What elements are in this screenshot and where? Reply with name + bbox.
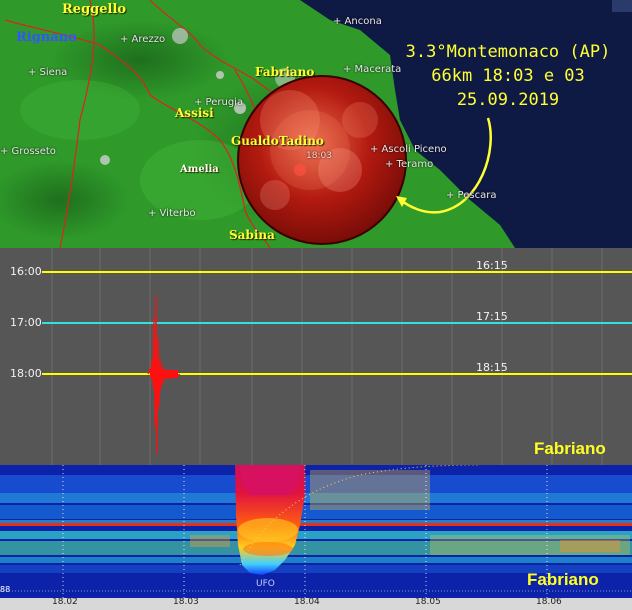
seismogram-plot <box>42 248 632 465</box>
region-label-amelia: Amelia <box>180 164 219 175</box>
quake-waveform <box>147 295 181 455</box>
city-label-ancona: + Ancona <box>333 16 382 27</box>
quake-pointer-arrow <box>397 117 492 214</box>
epicenter-time-label: 18:03 <box>306 151 332 161</box>
city-label-ascoli-piceno: + Ascoli Piceno <box>370 144 447 155</box>
left-marker-label: 88 <box>0 585 11 594</box>
time-label-1700: 17:00 <box>10 316 42 329</box>
region-label-sabina: Sabina <box>229 228 275 242</box>
seismogram-gridlines <box>51 248 603 465</box>
region-label-assisi: Assisi <box>175 106 214 120</box>
x-tick-1802: 18.02 <box>52 598 78 607</box>
region-label-gualdo-tadino: GualdoTadino <box>231 134 324 148</box>
time-label-1800: 18:00 <box>10 367 42 380</box>
ufo-label: UFO <box>256 579 275 589</box>
city-label-pescara: + Pescara <box>446 190 497 201</box>
region-label-rignano: Rignano <box>16 30 77 45</box>
city-label-arezzo: + Arezzo <box>120 34 166 45</box>
x-tick-1804: 18.04 <box>294 598 320 607</box>
time-label-1600: 16:00 <box>10 265 42 278</box>
offset-label-1615: 16:15 <box>476 259 508 272</box>
x-tick-1806: 18.06 <box>536 598 562 607</box>
epicenter-map: Reggello Rignano Fabriano Assisi GualdoT… <box>0 0 632 248</box>
seismogram-panel: 16:00 17:00 18:00 16:15 17:15 18:15 Fabr… <box>0 248 632 465</box>
city-label-grosseto: + Grosseto <box>0 146 56 157</box>
city-label-teramo: + Teramo <box>385 159 434 170</box>
quake-info-line1: 3.3°Montemonaco (AP) <box>405 42 611 62</box>
city-label-perugia: + Perugia <box>194 97 244 108</box>
spectrogram-station-label: Fabriano <box>527 570 599 589</box>
spectrogram-panel: UFO Fabriano 88 <box>0 465 632 598</box>
city-label-viterbo: + Viterbo <box>148 208 196 219</box>
spectrogram-image <box>0 465 632 598</box>
city-label-siena: + Siena <box>28 67 68 78</box>
region-label-reggello: Reggello <box>62 2 127 17</box>
quake-info-line2: 66km 18:03 e 03 <box>431 66 585 86</box>
x-tick-1803: 18.03 <box>173 598 199 607</box>
city-label-macerata: + Macerata <box>343 64 402 75</box>
region-borders <box>4 19 271 248</box>
region-label-fabriano: Fabriano <box>255 65 315 79</box>
quake-circle <box>237 75 407 245</box>
spectrogram-reference-line <box>0 523 632 526</box>
offset-label-1715: 17:15 <box>476 310 508 323</box>
quake-info: 3.3°Montemonaco (AP) 66km 18:03 e 03 25.… <box>388 40 628 112</box>
map-terrain <box>0 0 632 248</box>
offset-label-1815: 18:15 <box>476 361 508 374</box>
quake-info-line3: 25.09.2019 <box>456 90 560 110</box>
x-tick-1805: 18.05 <box>415 598 441 607</box>
seismogram-station-label: Fabriano <box>534 439 606 458</box>
time-axis: 18.02 18.03 18.04 18.05 18.06 <box>0 598 632 610</box>
